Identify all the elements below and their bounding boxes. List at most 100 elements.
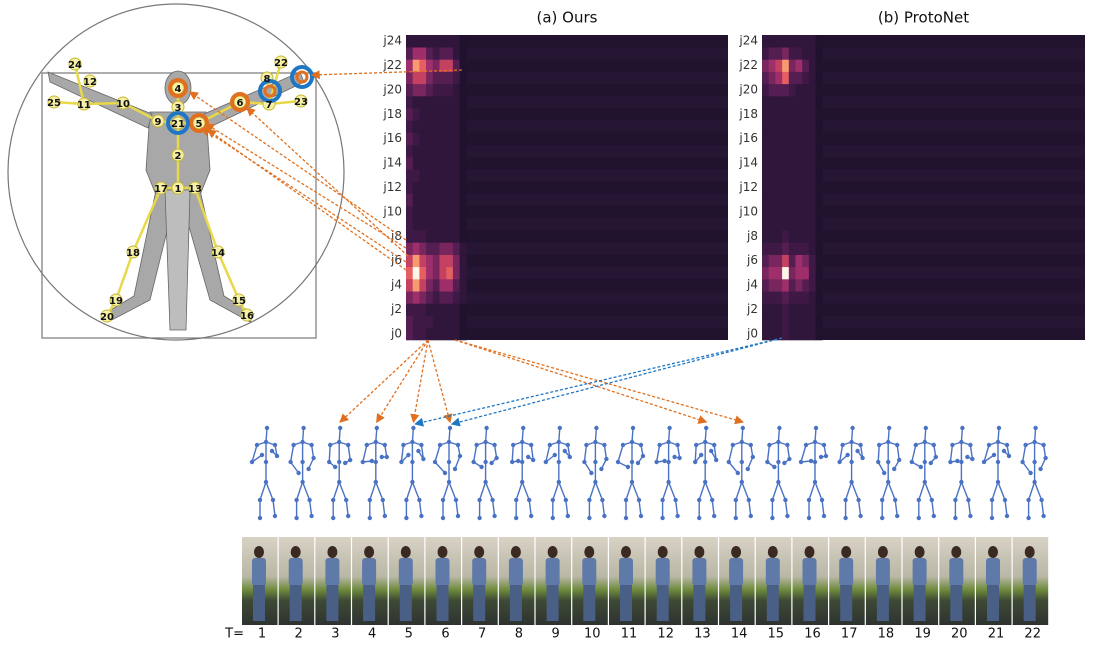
skeleton-bone: [419, 500, 421, 516]
skeleton-joint: [856, 498, 860, 502]
heatmap-cell: [440, 206, 447, 219]
skeleton-joint: [526, 455, 530, 459]
heatmap-cell: [406, 72, 413, 85]
photo-person-head: [511, 546, 521, 558]
skeleton-joint: [492, 443, 496, 447]
heatmap-cell: [802, 47, 809, 60]
heatmap-cell: [769, 181, 776, 194]
skeleton-bone: [882, 482, 888, 500]
skeleton-joint: [880, 498, 884, 502]
photo-person-legs: [950, 585, 962, 621]
skeleton-joint: [558, 426, 562, 430]
heatmap-cell: [782, 279, 789, 292]
skeleton-joint: [553, 453, 557, 457]
skeleton-joint: [448, 426, 452, 430]
photo-person-legs: [547, 585, 559, 621]
row-label: j16: [738, 131, 758, 145]
joint-label: 25: [47, 98, 61, 109]
skeleton-joint: [447, 440, 451, 444]
skeleton-joint: [772, 465, 776, 469]
time-label: T=: [224, 627, 244, 642]
skeleton-joint: [673, 498, 677, 502]
heatmap-cell: [762, 145, 769, 158]
row-label: j4: [390, 278, 402, 292]
heatmap-cell: [762, 255, 769, 268]
skeleton-bone: [370, 482, 376, 500]
skeleton-joint: [654, 460, 658, 464]
joint-label: 20: [100, 312, 114, 323]
heatmap-cell: [775, 84, 782, 97]
skeleton-joint: [365, 443, 369, 447]
skeleton-joint: [311, 456, 315, 460]
photo-person-legs: [400, 585, 412, 621]
frame-number: 17: [841, 627, 858, 642]
heatmap-cell: [809, 35, 816, 48]
photo-person-body: [839, 558, 853, 586]
heatmap-cell: [775, 145, 782, 158]
heatmap-cell: [816, 145, 823, 158]
photo-person-body: [986, 558, 1000, 586]
skeleton-joint: [820, 498, 824, 502]
skeleton-bone: [516, 482, 522, 500]
skeleton-joint: [624, 498, 628, 502]
skeleton-bone: [705, 482, 712, 500]
heatmap-cell: [453, 108, 460, 121]
dashed-arrow: [415, 338, 782, 424]
heatmap-cell: [453, 279, 460, 292]
heatmap-cell: [789, 157, 796, 170]
skeleton: [1020, 426, 1047, 520]
heatmap-cell: [762, 328, 769, 341]
skeleton-joint: [987, 443, 991, 447]
heatmap-cell: [433, 59, 440, 72]
heatmap-cell: [802, 328, 809, 341]
skeleton-joint: [996, 480, 1000, 484]
heatmap-cell: [419, 206, 426, 219]
skeleton-joint: [557, 440, 561, 444]
heatmap-cell: [796, 303, 803, 316]
photo-person-legs: [583, 585, 595, 621]
skeleton-joint: [490, 498, 494, 502]
skeleton-joint: [273, 443, 277, 447]
skeleton-joint: [328, 443, 332, 447]
skeleton-joint: [383, 443, 387, 447]
photo-person-head: [951, 546, 961, 558]
heatmap-cell: [460, 72, 467, 85]
skeleton-joint: [776, 440, 780, 444]
skeleton-joint: [551, 498, 555, 502]
skeleton-joint: [697, 516, 701, 520]
skeleton-joint: [807, 516, 811, 520]
heatmap-cell: [775, 267, 782, 280]
heatmap-cell: [440, 169, 447, 182]
row-label: j14: [738, 156, 758, 170]
skeleton-joint: [458, 454, 462, 458]
heatmap-cell: [775, 133, 782, 146]
heatmap-cell: [809, 59, 816, 72]
skeleton-joint: [294, 516, 298, 520]
photo-person-legs: [326, 585, 338, 621]
heatmap-cell: [809, 206, 816, 219]
frame-number: 3: [331, 627, 339, 642]
skeleton-bone: [772, 482, 778, 500]
skeleton-joint: [932, 443, 936, 447]
skeleton-bone: [512, 445, 513, 462]
heatmap-cell: [775, 181, 782, 194]
skeleton-joint: [990, 498, 994, 502]
heatmap-cell: [802, 157, 809, 170]
heatmap-cell: [426, 267, 433, 280]
skeleton-bone: [291, 445, 294, 462]
heatmap-cell: [440, 145, 447, 158]
heatmap-cell: [406, 316, 413, 329]
heatmap-cell: [782, 218, 789, 231]
skeleton-joint: [996, 460, 1000, 464]
frame-number: 20: [951, 627, 968, 642]
joint-label: 12: [83, 77, 97, 88]
heatmap-cell: [775, 230, 782, 243]
heatmap-cell: [406, 279, 413, 292]
skeleton-joint: [484, 426, 488, 430]
skeleton-joint: [338, 426, 342, 430]
skeleton-joint: [704, 426, 708, 430]
heatmap-cell: [426, 47, 433, 60]
heatmap-cell: [446, 47, 453, 60]
skeleton-bone: [529, 500, 531, 516]
heatmap-cell: [762, 35, 769, 48]
